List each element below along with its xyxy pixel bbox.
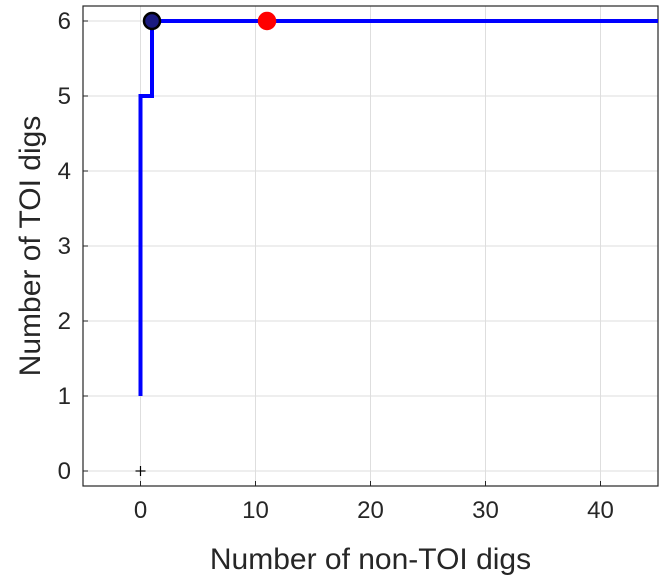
x-tick-label: 0 [134,497,147,524]
x-tick-label: 30 [472,497,499,524]
x-tick-label: 20 [357,497,384,524]
grid-lines [83,6,658,486]
axis-ticks: 0 10 20 30 40 0 1 2 3 4 5 6 [58,8,614,524]
y-tick-label: 2 [58,308,71,335]
x-tick-label: 40 [587,497,614,524]
y-axis-title: Number of TOI digs [14,116,47,377]
y-tick-label: 6 [58,8,71,35]
series-line [138,19,658,396]
x-tick-label: 10 [242,497,269,524]
origin-plus-marker [135,466,146,476]
point-marker [257,11,277,31]
x-axis-title: Number of non-TOI digs [210,543,531,576]
marker-layer [135,11,277,476]
y-tick-label: 4 [58,158,71,185]
series-layer [138,19,658,396]
y-tick-label: 1 [58,383,71,410]
y-tick-label: 3 [58,233,71,260]
y-tick-label: 0 [58,458,71,485]
point-marker [142,11,162,31]
y-tick-label: 5 [58,83,71,110]
